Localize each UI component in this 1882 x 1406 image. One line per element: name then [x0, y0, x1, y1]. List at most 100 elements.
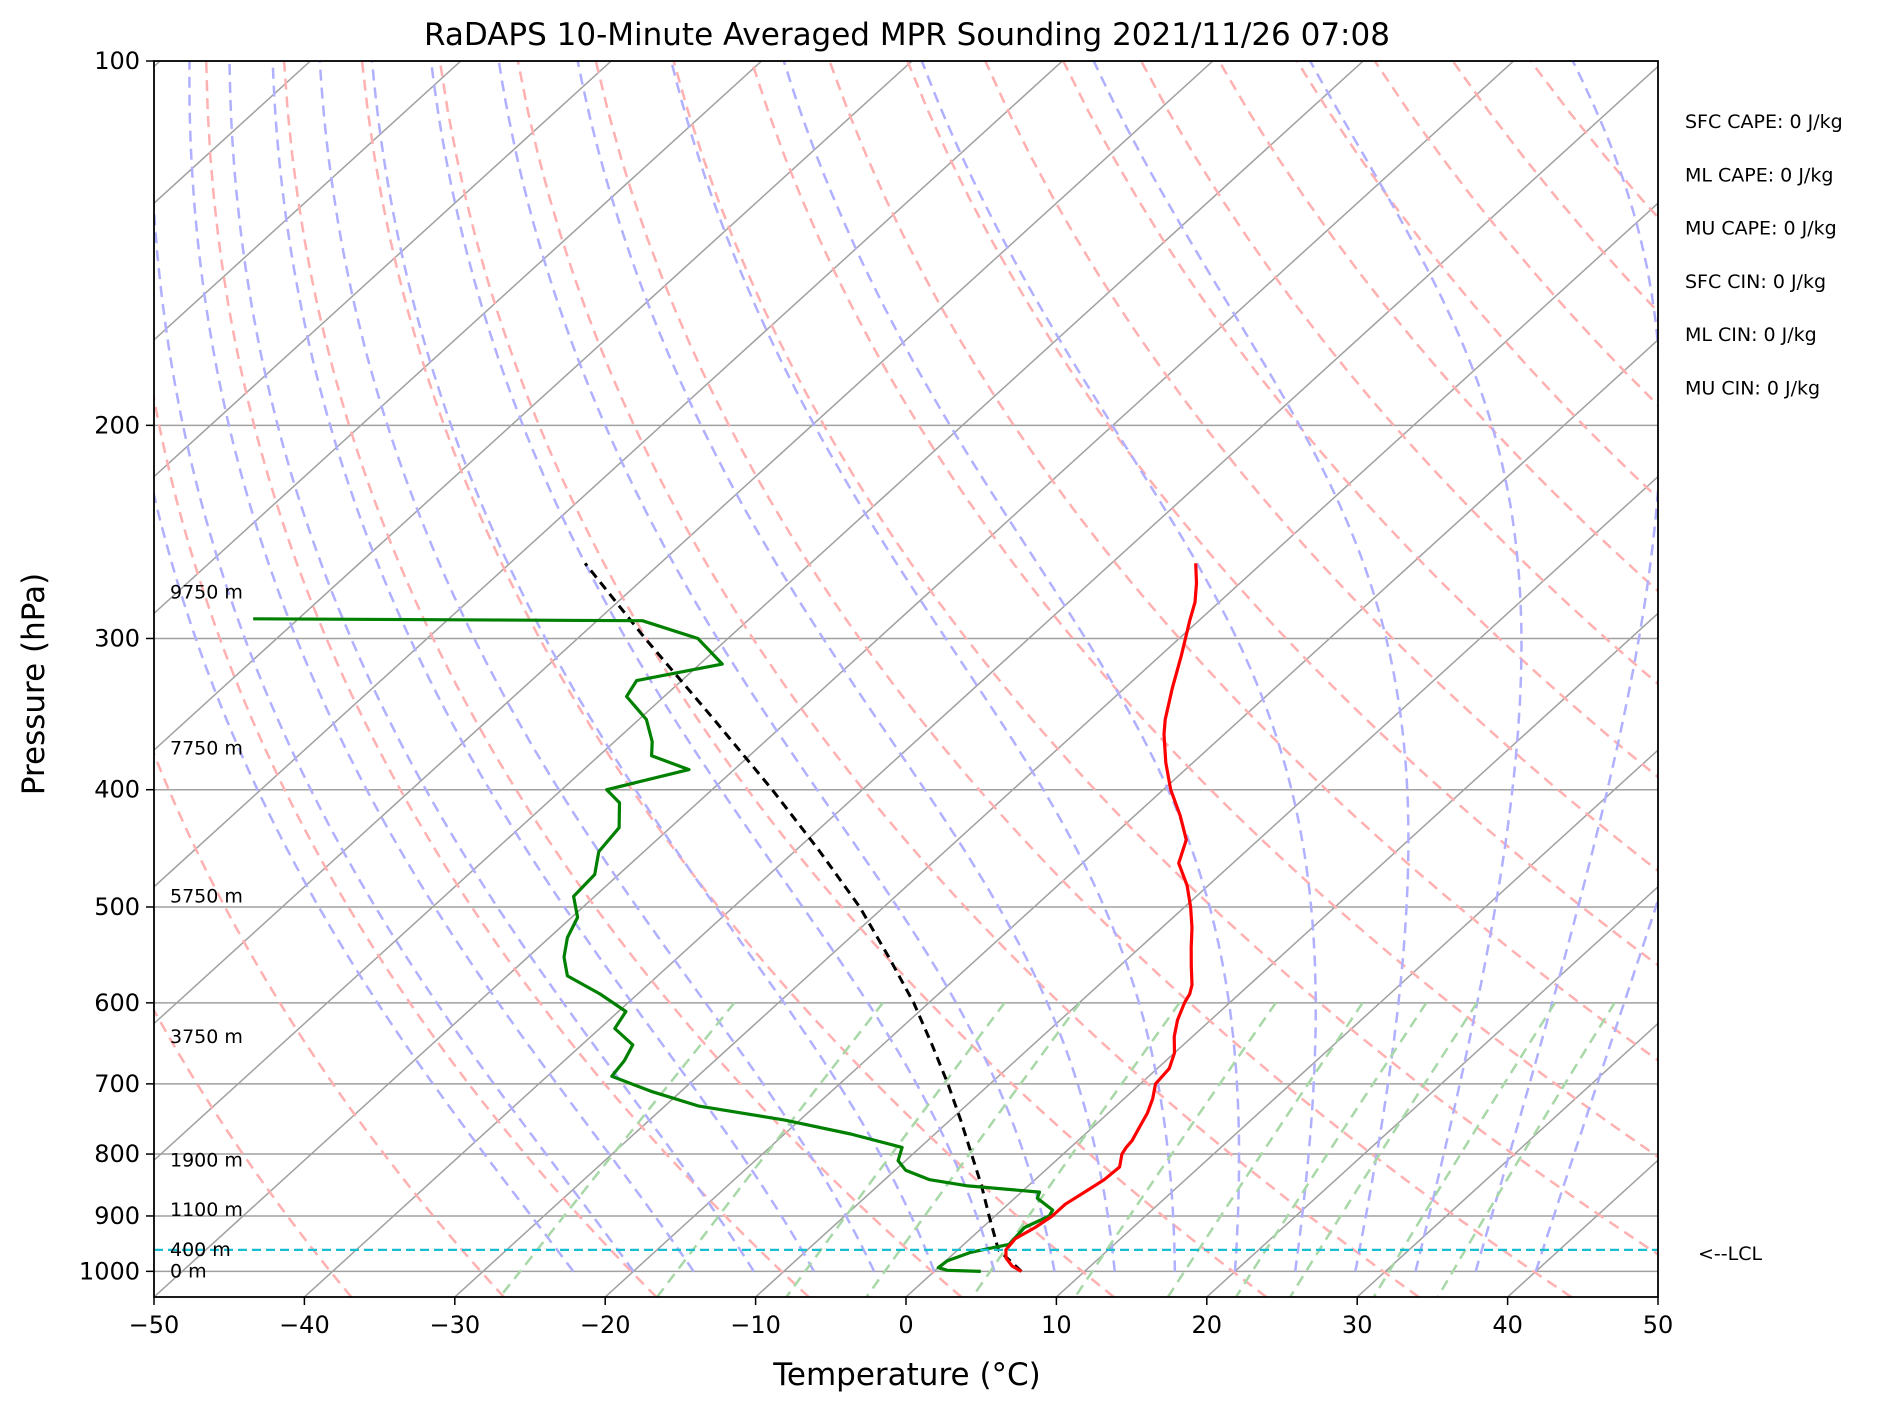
mixing-ratio-line: [498, 1002, 736, 1297]
dry-adiabat-line: [1217, 61, 1658, 593]
y-tick-label: 500: [94, 893, 140, 921]
moist-adiabat-line: [1092, 61, 1410, 1272]
index-label: SFC CIN: 0 J/kg: [1685, 271, 1826, 293]
x-tick-label: 30: [1342, 1311, 1373, 1339]
isotherm-line: [154, 61, 1214, 1025]
y-tick-label: 700: [94, 1070, 140, 1098]
isotherm-line: [1356, 1022, 1658, 1297]
mixing-ratio-line: [1234, 1002, 1428, 1297]
moist-adiabat-line: [318, 61, 876, 1272]
moist-adiabat-line: [228, 61, 755, 1273]
plot-clip-group: [0, 61, 1882, 1297]
moist-adiabat-line: [370, 61, 936, 1272]
y-tick-label: 300: [94, 624, 140, 652]
y-tick-label: 800: [94, 1140, 140, 1168]
x-tick-label: −20: [580, 1311, 631, 1339]
y-tick-label: 400: [94, 776, 140, 804]
stability-indices: SFC CAPE: 0 J/kg ML CAPE: 0 J/kg MU CAPE: …: [1685, 111, 1843, 400]
isotherm-line: [1055, 749, 1658, 1297]
dry-adiabat-line: [1529, 61, 1658, 220]
isotherm-line: [1657, 1295, 1658, 1297]
x-tick-label: 50: [1643, 1311, 1674, 1339]
y-tick-label: 200: [94, 411, 140, 439]
dry-adiabat-line: [672, 61, 1658, 1256]
dry-adiabat-line: [1062, 61, 1658, 779]
isotherm-line: [604, 338, 1658, 1297]
isotherm-line: [154, 61, 462, 341]
x-axis-label: Temperature (°C): [772, 1357, 1041, 1393]
isotherm-line: [0, 61, 10, 1297]
temperature-profile-line: [1004, 563, 1199, 1273]
index-label: ML CAPE: 0 J/kg: [1685, 164, 1833, 186]
height-label: 400 m: [170, 1239, 231, 1261]
x-tick-label: −40: [279, 1311, 330, 1339]
height-label: 7750 m: [170, 738, 243, 760]
moist-adiabat-line: [1534, 896, 1658, 1272]
parcel-profile-line: [583, 562, 1023, 1273]
moist-adiabat-line: [271, 61, 815, 1272]
index-label: MU CIN: 0 J/kg: [1685, 378, 1820, 400]
dry-adiabat-line: [438, 61, 1268, 1297]
dry-adiabat-line: [282, 61, 963, 1297]
plot-frame: [153, 60, 1659, 1298]
x-tick-label: −30: [429, 1311, 480, 1339]
x-tick-label: −10: [730, 1311, 781, 1339]
mixing-ratio-line: [1372, 1002, 1557, 1297]
moist-adiabat-line: [188, 61, 695, 1273]
moist-adiabat-line: [669, 61, 1177, 1272]
isotherm-line: [1808, 61, 1882, 1297]
x-tick-label: 10: [1041, 1311, 1072, 1339]
isotherm-line: [454, 202, 1658, 1297]
isotherm-line: [755, 475, 1658, 1297]
height-label: 0 m: [170, 1260, 207, 1282]
moist-adiabat-line: [1474, 61, 1658, 1272]
height-label: 1900 m: [170, 1150, 243, 1172]
dry-adiabat-line: [1451, 61, 1658, 314]
dry-adiabat-line: [984, 61, 1658, 873]
index-label: MU CAPE: 0 J/kg: [1685, 218, 1837, 240]
moist-adiabat-line: [1309, 61, 1523, 1272]
dry-adiabat-line: [1373, 61, 1658, 407]
dry-adiabat-line: [154, 1007, 353, 1297]
isotherm-line: [154, 61, 1515, 1297]
height-label: 9750 m: [170, 582, 243, 604]
mixing-ratio-line: [1289, 1002, 1478, 1297]
x-tick-label: −50: [129, 1311, 180, 1339]
lcl-label: <--LCL: [1698, 1243, 1762, 1265]
moist-adiabat-line: [154, 489, 575, 1273]
isotherm-line: [154, 61, 1364, 1162]
moist-adiabat-line: [920, 61, 1317, 1272]
moist-adiabat-line: [154, 187, 635, 1273]
dry-adiabat-line: [594, 61, 1573, 1297]
mixing-ratio-line: [1436, 1002, 1616, 1297]
isotherm-line: [154, 61, 612, 478]
y-axis-ticks: 100 200 300 400 500 600 700 800 900 1000: [79, 47, 154, 1285]
height-label: 5750 m: [170, 885, 243, 907]
isotherm-line: [905, 612, 1658, 1297]
y-tick-label: 900: [94, 1202, 140, 1230]
moist-adiabat-line: [576, 61, 1116, 1272]
x-tick-label: 0: [898, 1311, 913, 1339]
isotherm-line: [1206, 885, 1658, 1297]
index-label: SFC CAPE: 0 J/kg: [1685, 111, 1843, 133]
dry-adiabat-line: [204, 61, 810, 1297]
mixing-ratio-line: [865, 1002, 1082, 1297]
y-axis-label: Pressure (hPa): [16, 573, 52, 795]
x-tick-label: 20: [1192, 1311, 1223, 1339]
isotherm-line: [154, 61, 763, 615]
y-tick-label: 100: [94, 47, 140, 75]
isotherm-line: [303, 65, 1658, 1297]
dry-adiabat-line: [154, 750, 505, 1297]
dry-adiabat-line: [750, 61, 1658, 1159]
mixing-ratio-line: [656, 1002, 884, 1297]
dry-adiabat-line: [154, 391, 658, 1297]
moist-adiabat-line: [497, 61, 1056, 1272]
height-label: 3750 m: [170, 1026, 243, 1048]
height-label: 1100 m: [170, 1199, 243, 1221]
index-label: ML CIN: 0 J/kg: [1685, 324, 1817, 346]
y-tick-label: 600: [94, 989, 140, 1017]
isotherm-line: [1507, 1159, 1658, 1297]
y-tick-label: 1000: [79, 1257, 140, 1285]
